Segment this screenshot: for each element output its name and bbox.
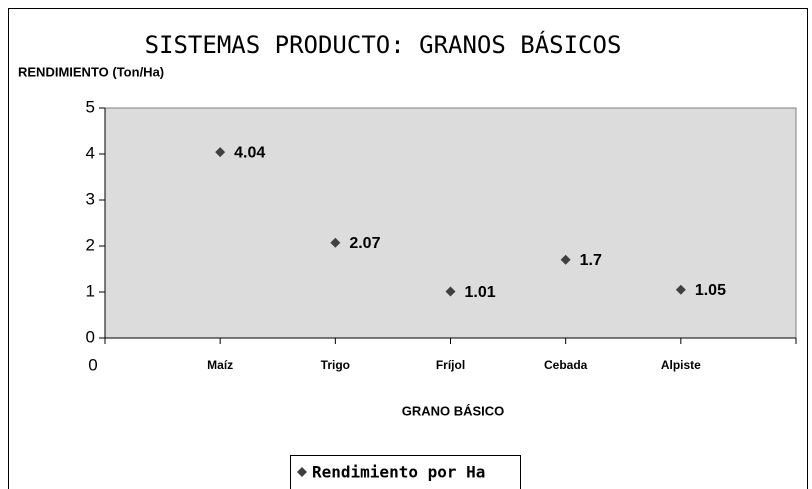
point: [560, 254, 571, 265]
y-tick-label: 2: [86, 235, 95, 254]
y-tick-label: 5: [86, 97, 95, 116]
data-label: 2.07: [349, 235, 380, 252]
data-label: 4.04: [234, 144, 265, 161]
x-axis-title: GRANO BÁSICO: [402, 403, 505, 418]
y-tick-label: 3: [86, 189, 95, 208]
data-label: 1.01: [465, 284, 496, 301]
x-tick-label: Maíz: [207, 358, 233, 372]
plot-area: [104, 107, 797, 339]
chart-title: SISTEMAS PRODUCTO: GRANOS BÁSICOS: [145, 30, 622, 59]
point: [215, 147, 226, 158]
data-label: 1.05: [695, 282, 726, 299]
y-tick-label: 1: [86, 281, 95, 300]
x-tick-label: Alpiste: [661, 358, 701, 372]
legend-box: [290, 455, 521, 489]
y-axis-title: RENDIMIENTO (Ton/Ha): [18, 64, 164, 79]
point: [675, 284, 686, 295]
legend-label: Rendimiento por Ha: [312, 463, 485, 482]
y-tick-label: 4: [86, 143, 95, 162]
y-tick-label: 0: [86, 327, 95, 346]
point: [445, 286, 456, 297]
point: [330, 237, 341, 248]
data-label: 1.7: [580, 252, 602, 269]
legend-marker: [297, 467, 307, 477]
x-tick-label: Trigo: [321, 358, 350, 372]
x-tick-label: Cebada: [544, 358, 588, 372]
x-tick-label: 0: [88, 355, 97, 374]
x-tick-label: Fríjol: [436, 358, 465, 372]
